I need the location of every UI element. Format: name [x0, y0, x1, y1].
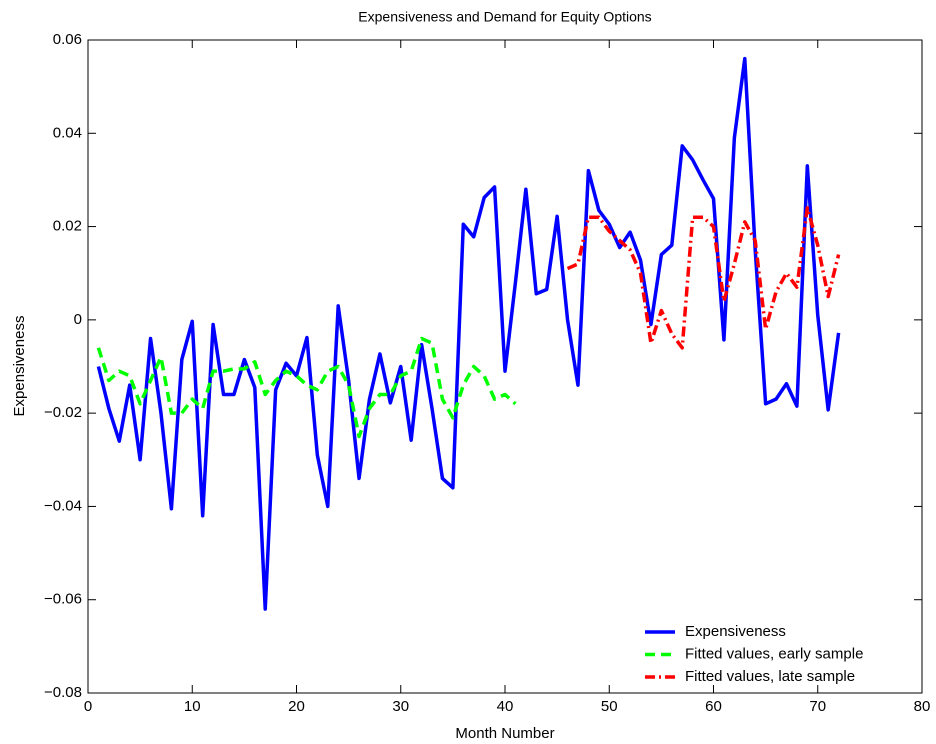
- legend-label: Fitted values, late sample: [685, 668, 855, 685]
- x-tick-label: 40: [497, 698, 514, 715]
- series-line: [566, 206, 841, 350]
- series-line: [96, 56, 841, 611]
- y-tick-label: −0.02: [44, 404, 82, 421]
- x-tick-label: 50: [601, 698, 618, 715]
- y-tick-label: 0.04: [53, 124, 82, 141]
- x-tick-label: 70: [809, 698, 826, 715]
- x-tick-label: 60: [705, 698, 722, 715]
- x-tick-label: 0: [84, 698, 92, 715]
- legend-label: Fitted values, early sample: [685, 645, 863, 662]
- y-tick-label: −0.08: [44, 684, 82, 701]
- x-tick-label: 10: [184, 698, 201, 715]
- x-tick-label: 30: [392, 698, 409, 715]
- y-tick-label: −0.06: [44, 591, 82, 608]
- x-tick-label: 80: [914, 698, 931, 715]
- x-tick-label: 20: [288, 698, 305, 715]
- y-tick-label: 0.02: [53, 218, 82, 235]
- y-tick-label: 0.06: [53, 31, 82, 48]
- x-axis-label: Month Number: [455, 725, 554, 742]
- legend-label: Expensiveness: [685, 623, 786, 640]
- series-line: [96, 336, 517, 439]
- chart-title: Expensiveness and Demand for Equity Opti…: [358, 9, 651, 25]
- y-axis-label: Expensiveness: [11, 316, 28, 417]
- y-tick-label: 0: [74, 311, 82, 328]
- y-tick-label: −0.04: [44, 497, 82, 514]
